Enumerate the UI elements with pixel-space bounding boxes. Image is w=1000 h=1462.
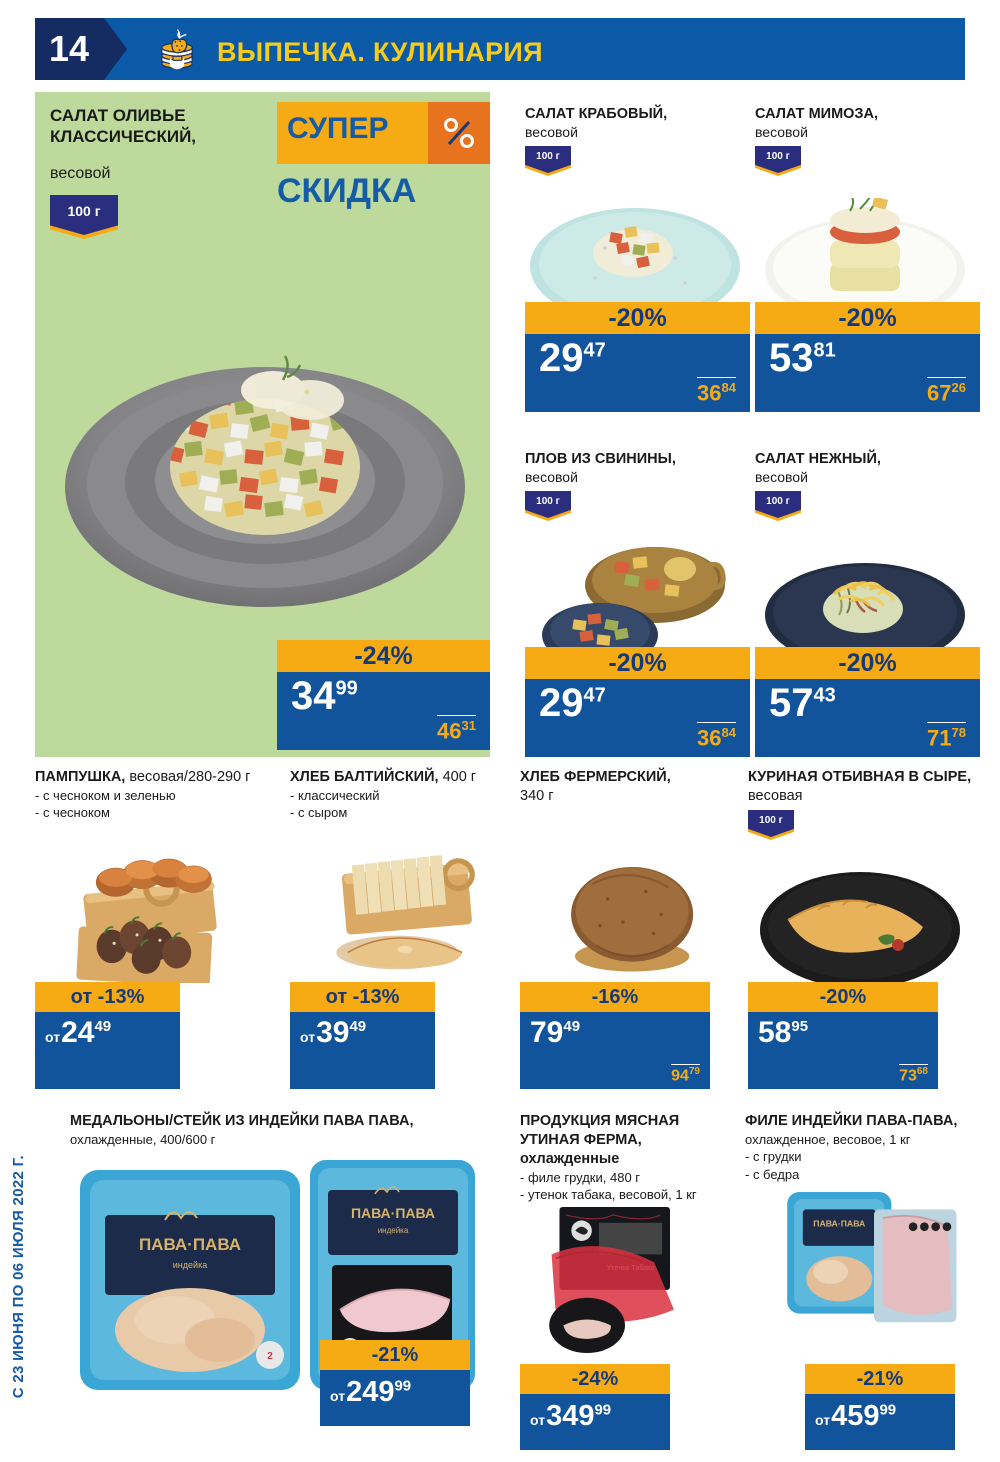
svg-text:ПАВА·ПАВА: ПАВА·ПАВА (813, 1219, 866, 1229)
svg-text:ПАВА·ПАВА: ПАВА·ПАВА (139, 1235, 241, 1254)
svg-text:ПАВА·ПАВА: ПАВА·ПАВА (351, 1205, 435, 1221)
svg-text:2: 2 (267, 1351, 273, 1362)
svg-text:индейка: индейка (173, 1260, 207, 1270)
svg-text:индейка: индейка (378, 1226, 409, 1235)
